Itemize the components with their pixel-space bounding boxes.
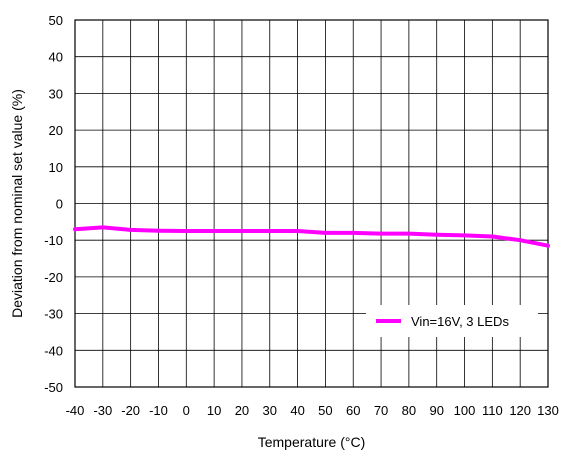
- x-tick-label: 60: [346, 403, 360, 418]
- x-tick-label: 0: [183, 403, 190, 418]
- y-tick-label: 40: [49, 50, 63, 65]
- legend: Vin=16V, 3 LEDs: [366, 305, 538, 337]
- y-tick-labels: 50 40 30 20 10 0 -10 -20 -30 -40 -50: [44, 13, 63, 395]
- y-tick-label: 30: [49, 86, 63, 101]
- x-tick-label: 20: [235, 403, 249, 418]
- x-tick-label: 80: [402, 403, 416, 418]
- series-group: [73, 225, 550, 248]
- x-axis-title: Temperature (°C): [258, 434, 366, 450]
- y-tick-label: 20: [49, 123, 63, 138]
- plot-frame: [74, 19, 549, 388]
- x-tick-label: -10: [149, 403, 168, 418]
- x-tick-label: -40: [66, 403, 85, 418]
- x-tick-label: 70: [374, 403, 388, 418]
- y-tick-label: 50: [49, 13, 63, 28]
- y-tick-label: -20: [44, 270, 63, 285]
- x-tick-label: -30: [93, 403, 112, 418]
- y-tick-label: 10: [49, 160, 63, 175]
- x-tick-label: 130: [537, 403, 559, 418]
- x-tick-label: -20: [121, 403, 140, 418]
- x-tick-label: 120: [509, 403, 531, 418]
- legend-label: Vin=16V, 3 LEDs: [411, 314, 509, 329]
- y-axis-title: Deviation from nominal set value (%): [9, 89, 25, 318]
- x-tick-label: 100: [454, 403, 476, 418]
- y-tick-label: -50: [44, 380, 63, 395]
- y-tick-label: 0: [56, 197, 63, 212]
- x-tick-label: 30: [263, 403, 277, 418]
- series-line-0: [73, 225, 550, 248]
- y-tick-label: -10: [44, 233, 63, 248]
- x-tick-label: 110: [482, 403, 503, 418]
- y-tick-label: -30: [44, 307, 63, 322]
- x-tick-label: 40: [290, 403, 304, 418]
- x-tick-labels: -40 -30 -20 -10 0 10 20 30 40 50 60 70 80 90 100 110 120…: [66, 403, 559, 418]
- y-tick-label: -40: [44, 343, 63, 358]
- x-tick-label: 10: [207, 403, 221, 418]
- x-tick-label: 90: [429, 403, 443, 418]
- x-tick-label: 50: [318, 403, 332, 418]
